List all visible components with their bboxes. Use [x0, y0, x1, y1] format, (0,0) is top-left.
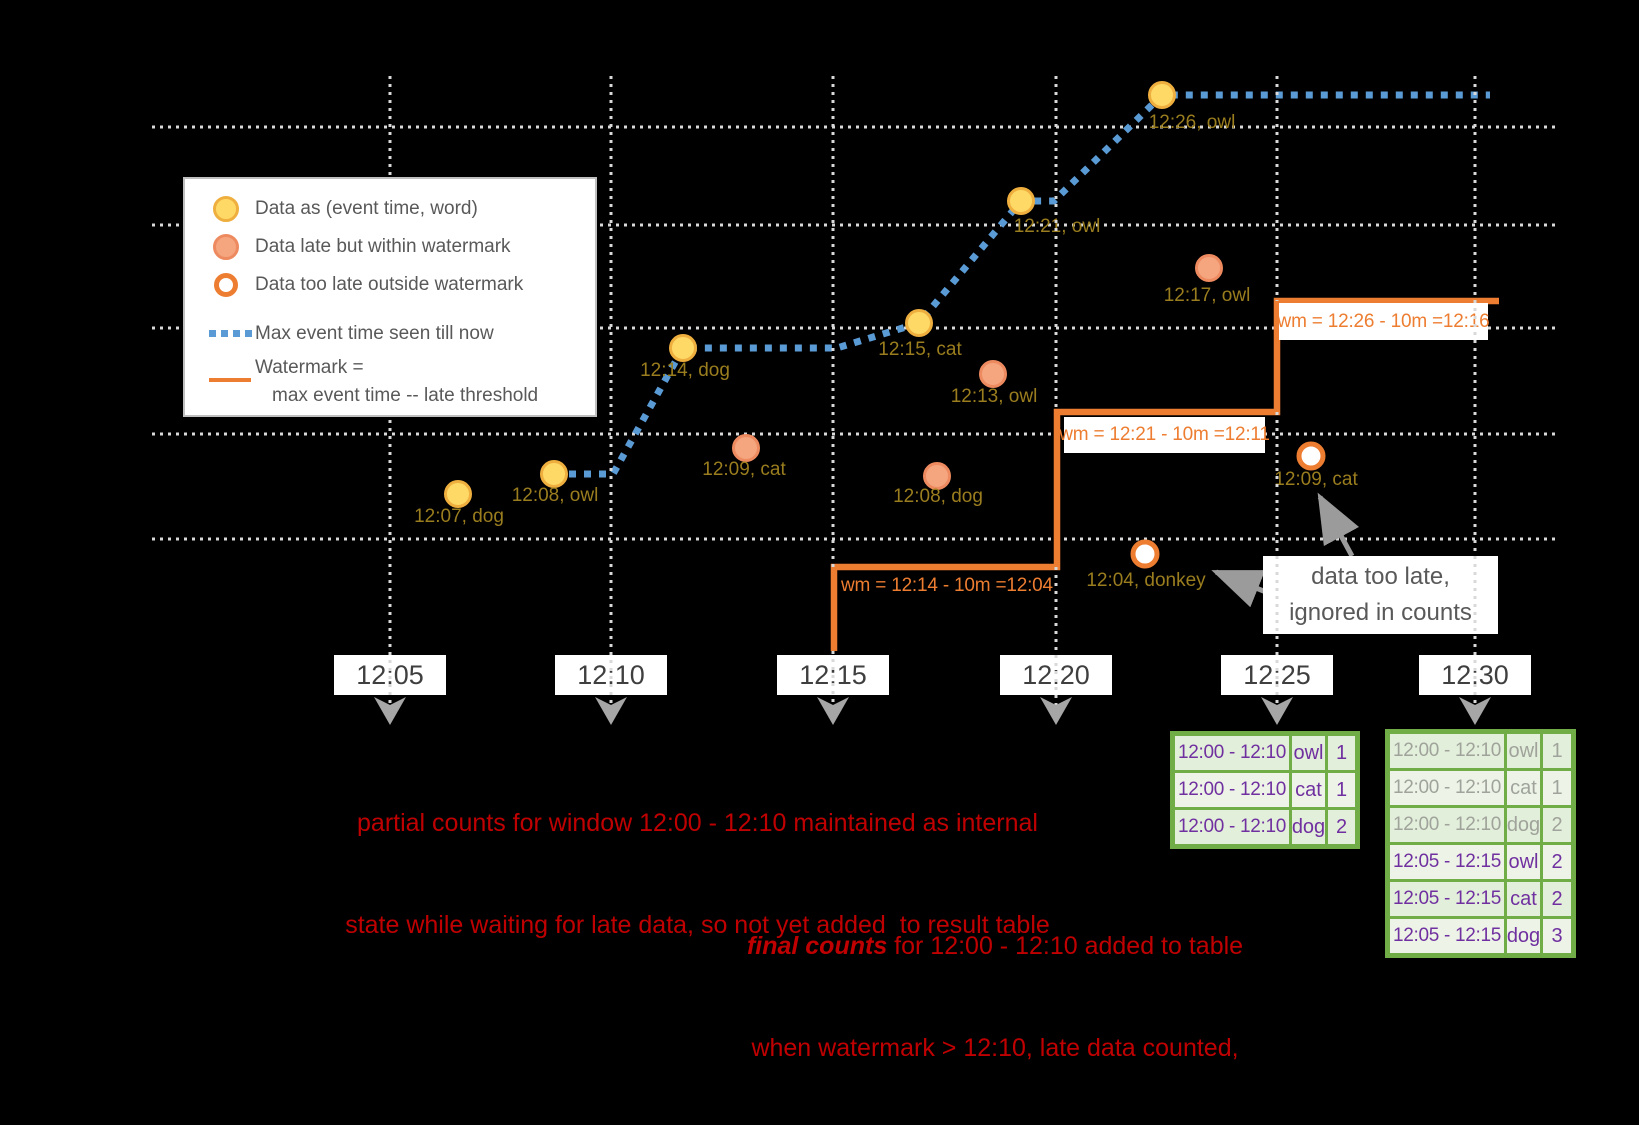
- window-cell: 12:00 - 12:10: [1175, 810, 1289, 844]
- point-label: 12:09, cat: [1274, 469, 1358, 490]
- word-cell: owl: [1292, 736, 1325, 770]
- word-cell: owl: [1507, 734, 1540, 768]
- table-row: 12:00 - 12:10 cat 1: [1390, 771, 1571, 805]
- count-cell: 3: [1543, 919, 1571, 953]
- final-counts-note: final counts for 12:00 - 12:10 added to …: [700, 861, 1290, 1125]
- partial-counts-line1: partial counts for window 12:00 - 12:10 …: [357, 809, 1038, 837]
- legend: Data as (event time, word) Data late but…: [183, 177, 597, 417]
- table-row: 12:00 - 12:10 dog 2: [1390, 808, 1571, 842]
- count-cell: 2: [1543, 882, 1571, 916]
- legend-item-label2: max event time -- late threshold: [272, 385, 539, 406]
- window-cell: 12:05 - 12:15: [1390, 882, 1504, 916]
- legend-item-label: Data late but within watermark: [255, 236, 511, 257]
- result-table-1225: 12:00 - 12:10 owl 1 12:00 - 12:10 cat 1 …: [1170, 731, 1360, 849]
- max-event-time-line-icon: [209, 330, 253, 337]
- point-label: 12:14, dog: [640, 360, 730, 381]
- window-cell: 12:00 - 12:10: [1390, 734, 1504, 768]
- point-label: 12:07, dog: [414, 506, 504, 527]
- point-label: 12:13, owl: [950, 386, 1038, 407]
- legend-item-label: Data too late outside watermark: [255, 274, 524, 295]
- count-cell: 1: [1328, 736, 1355, 770]
- word-cell: owl: [1507, 845, 1540, 879]
- point-label: 12:04, donkey: [1086, 570, 1206, 591]
- window-cell: 12:05 - 12:15: [1390, 919, 1504, 953]
- tick-1220: 12:20: [1000, 655, 1112, 695]
- count-cell: 1: [1328, 773, 1355, 807]
- table-row: 12:05 - 12:15 dog 3: [1390, 919, 1571, 953]
- result-table-1230: 12:00 - 12:10 owl 1 12:00 - 12:10 cat 1 …: [1385, 729, 1576, 958]
- watermark-label-3: wm = 12:26 - 10m =12:16: [1278, 303, 1490, 340]
- word-cell: cat: [1507, 882, 1540, 916]
- final-counts-line2: when watermark > 12:10, late data counte…: [751, 1034, 1239, 1062]
- point-label: 12:08, owl: [511, 485, 599, 506]
- count-cell: 1: [1543, 734, 1571, 768]
- point-label: 12:08, dog: [893, 486, 983, 507]
- window-cell: 12:00 - 12:10: [1175, 773, 1289, 807]
- word-cell: cat: [1507, 771, 1540, 805]
- watermark-label-1: wm = 12:14 - 10m =12:04: [841, 575, 1053, 596]
- count-cell: 2: [1543, 845, 1571, 879]
- tick-1210: 12:10: [555, 655, 667, 695]
- table-row: 12:00 - 12:10 owl 1: [1390, 734, 1571, 768]
- word-cell: dog: [1292, 810, 1325, 844]
- tick-1230: 12:30: [1419, 655, 1531, 695]
- partial-counts-line2: state while waiting for late data, so no…: [345, 911, 1050, 939]
- tick-1215: 12:15: [777, 655, 889, 695]
- tick-1225: 12:25: [1221, 655, 1333, 695]
- word-cell: cat: [1292, 773, 1325, 807]
- final-counts-bold: final counts: [746, 932, 888, 960]
- final-counts-rest: for 12:00 - 12:10 added to table: [887, 932, 1244, 960]
- count-cell: 2: [1543, 808, 1571, 842]
- partial-counts-note: partial counts for window 12:00 - 12:10 …: [240, 738, 1155, 1010]
- point-label: 12:26, owl: [1148, 112, 1236, 133]
- on-time-dot-icon: [213, 196, 239, 222]
- too-late-line1: data too late,: [1311, 563, 1450, 590]
- point-label: 12:17, owl: [1163, 285, 1251, 306]
- too-late-dot-icon: [214, 273, 238, 297]
- table-row: 12:00 - 12:10 cat 1: [1175, 773, 1355, 807]
- point-label: 12:15, cat: [878, 339, 962, 360]
- too-late-callout: data too late, ignored in counts: [1263, 556, 1498, 634]
- word-cell: dog: [1507, 919, 1540, 953]
- window-cell: 12:00 - 12:10: [1390, 808, 1504, 842]
- tick-1205: 12:05: [334, 655, 446, 695]
- legend-item-label: Data as (event time, word): [255, 198, 478, 219]
- window-cell: 12:05 - 12:15: [1390, 845, 1504, 879]
- word-cell: dog: [1507, 808, 1540, 842]
- window-cell: 12:00 - 12:10: [1175, 736, 1289, 770]
- legend-item-label: Watermark =: [255, 357, 364, 378]
- watermark-line-icon: [209, 378, 251, 382]
- window-cell: 12:00 - 12:10: [1390, 771, 1504, 805]
- too-late-line2: ignored in counts: [1289, 599, 1472, 626]
- count-cell: 1: [1543, 771, 1571, 805]
- table-row: 12:05 - 12:15 owl 2: [1390, 845, 1571, 879]
- count-cell: 2: [1328, 810, 1355, 844]
- legend-item-label: Max event time seen till now: [255, 323, 494, 344]
- table-row: 12:05 - 12:15 cat 2: [1390, 882, 1571, 916]
- point-label: 12:09, cat: [702, 459, 786, 480]
- table-row: 12:00 - 12:10 owl 1: [1175, 736, 1355, 770]
- watermark-label-2: wm = 12:21 - 10m =12:11: [1059, 417, 1270, 453]
- late-dot-icon: [213, 234, 239, 260]
- table-row: 12:00 - 12:10 dog 2: [1175, 810, 1355, 844]
- final-counts-line1: final counts for 12:00 - 12:10 added to …: [700, 929, 1290, 963]
- point-label: 12:21, owl: [1013, 216, 1101, 237]
